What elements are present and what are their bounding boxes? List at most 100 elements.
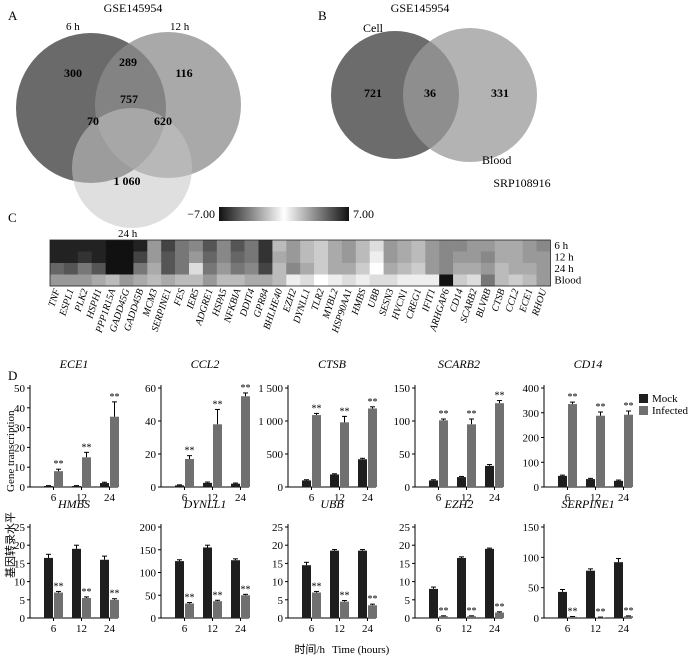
y-tick-label: 0 xyxy=(151,482,157,494)
bar-infected xyxy=(54,471,63,487)
heatmap-cell xyxy=(189,240,204,252)
heatmap-cell xyxy=(175,251,190,264)
heatmap-cell xyxy=(425,251,440,264)
heatmap-cell xyxy=(258,274,273,287)
heatmap-cell xyxy=(508,263,523,275)
heatmap-cell xyxy=(536,274,551,287)
heatmap-cell xyxy=(91,251,106,264)
venn-a-value-6h-12h: 289 xyxy=(119,55,137,69)
significance-label: ** xyxy=(213,590,223,601)
bar-panel: UBB 0 5 10 15 20 25 ** 6 ** 12 ** 24 xyxy=(272,497,378,635)
heatmap-cell xyxy=(494,274,509,287)
heatmap-row-label: Blood xyxy=(554,275,581,287)
bar-infected xyxy=(185,458,194,487)
bar-mock xyxy=(231,483,240,487)
significance-label: ** xyxy=(596,402,606,413)
heatmap-cell xyxy=(522,251,537,264)
bar-panel-title-serpine1: SERPINE1 xyxy=(561,497,614,511)
heatmap-cell xyxy=(439,274,454,287)
heatmap-cell xyxy=(439,263,454,275)
bar-panel-title-ezh2: EZH2 xyxy=(444,497,474,511)
bar-infected xyxy=(624,414,633,487)
heatmap-cell xyxy=(314,251,329,264)
bar-infected xyxy=(495,612,504,618)
heatmap-cell xyxy=(453,274,468,287)
heatmap-cell xyxy=(272,240,287,252)
heatmap-cell xyxy=(272,274,287,287)
y-tick-label: 60 xyxy=(145,383,157,395)
bar-mock xyxy=(485,548,494,618)
bar-infected xyxy=(439,420,448,487)
heatmap-cell xyxy=(161,263,176,275)
heatmap-cell xyxy=(244,240,259,252)
panel-label-c: C xyxy=(8,210,17,225)
y-tick-label: 0 xyxy=(20,482,26,494)
venn-b-value-both: 36 xyxy=(424,86,436,100)
bar-infected xyxy=(467,616,476,618)
x-tick-label: 6 xyxy=(51,623,57,635)
bar-mock xyxy=(429,480,438,487)
y-tick-label: 5 xyxy=(278,595,284,607)
heatmap-cell xyxy=(397,263,412,275)
y-tick-label: 100 xyxy=(523,552,540,564)
y-tick-label: 10 xyxy=(14,462,26,474)
venn-b-label-blood: Blood xyxy=(482,153,511,167)
heatmap-cell xyxy=(202,263,218,275)
heatmap-cell xyxy=(119,263,134,275)
heatmap-scale-max: 7.00 xyxy=(353,207,374,221)
significance-label: ** xyxy=(568,606,578,617)
significance-label: ** xyxy=(82,587,92,598)
bar-mock xyxy=(203,482,212,487)
heatmap-cell xyxy=(147,240,162,252)
bar-infected xyxy=(368,605,377,618)
bar-mock xyxy=(100,559,109,618)
venn-a-value-only-12h: 116 xyxy=(175,66,192,80)
heatmap-cell xyxy=(494,251,509,264)
bar-infected xyxy=(568,616,577,618)
heatmap-border xyxy=(49,239,551,287)
bar-infected xyxy=(312,592,321,618)
x-axis-label-cn: 时间/h xyxy=(294,643,325,656)
heatmap-cell xyxy=(397,240,412,252)
heatmap-cell xyxy=(105,263,120,275)
y-tick-label: 10 xyxy=(14,577,26,589)
x-tick-label: 12 xyxy=(207,492,218,504)
heatmap-cell xyxy=(397,251,412,264)
significance-label: ** xyxy=(241,383,251,394)
heatmap-row-label: 12 h xyxy=(554,252,574,264)
y-tick-label: 25 xyxy=(399,522,411,534)
bar-infected xyxy=(340,422,349,487)
y-tick-label: 1 500 xyxy=(258,383,283,395)
heatmap-cell xyxy=(355,263,370,275)
bar-mock xyxy=(44,557,53,618)
x-tick-label: 12 xyxy=(334,623,345,635)
bar-infected xyxy=(596,617,605,618)
bar-panel-title-ubb: UBB xyxy=(320,497,344,511)
y-tick-label: 100 xyxy=(140,568,157,580)
x-tick-label: 12 xyxy=(461,492,472,504)
heatmap-cell xyxy=(119,240,134,252)
bar-infected xyxy=(185,603,194,618)
y-tick-label: 50 xyxy=(14,383,26,395)
venn-a-value-6h-24h: 70 xyxy=(87,114,99,128)
significance-label: ** xyxy=(495,602,505,613)
heatmap-cell xyxy=(397,274,412,287)
y-tick-label: 0 xyxy=(151,613,157,625)
bar-charts: ECE101020304050**6**12**24CCL20204060**6… xyxy=(14,357,634,635)
significance-label: ** xyxy=(54,459,64,470)
legend-swatch-mock xyxy=(639,394,648,403)
y-tick-label: 5 xyxy=(405,595,411,607)
panel-label-b: B xyxy=(318,8,327,23)
bar-panel-title-cd14: CD14 xyxy=(574,357,603,371)
significance-label: ** xyxy=(340,591,350,602)
y-tick-label: 25 xyxy=(272,522,284,534)
heatmap-cell xyxy=(175,274,190,287)
heatmap-cell xyxy=(258,251,273,264)
heatmap-cell xyxy=(425,274,440,287)
heatmap-cell xyxy=(133,274,148,287)
bar-mock xyxy=(100,483,109,487)
heatmap-cell xyxy=(202,251,218,264)
legend-label-mock: Mock xyxy=(652,393,678,405)
heatmap-cell xyxy=(258,240,273,252)
